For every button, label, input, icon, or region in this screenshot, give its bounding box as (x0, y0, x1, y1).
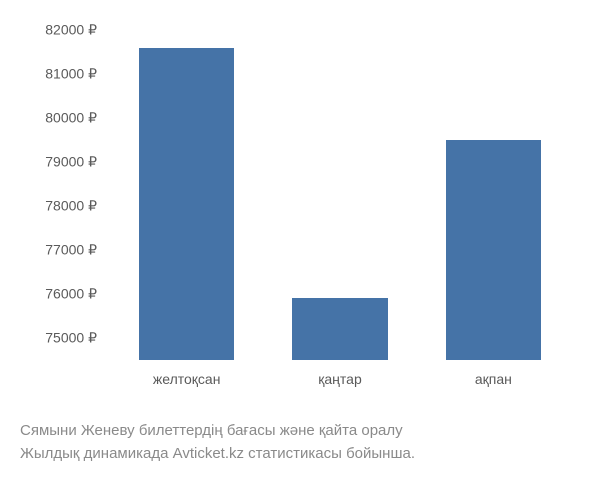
y-tick-label: 80000 ₽ (45, 110, 97, 127)
plot-area (110, 30, 570, 360)
chart-container: 75000 ₽ 76000 ₽ 77000 ₽ 78000 ₽ 79000 ₽ 80000… (20, 20, 580, 400)
y-tick-label: 78000 ₽ (45, 198, 97, 215)
bar (139, 48, 234, 360)
y-tick-label: 81000 ₽ (45, 66, 97, 83)
y-tick-label: 75000 ₽ (45, 330, 97, 347)
bar (446, 140, 541, 360)
y-tick-label: 82000 ₽ (45, 22, 97, 39)
x-tick-label: қаңтар (318, 371, 361, 387)
y-tick-label: 77000 ₽ (45, 242, 97, 259)
caption-line-2: Жылдық динамикада Avticket.kz статистика… (20, 443, 580, 466)
caption-line-1: Сямыни Женеву билеттердің бағасы және қа… (20, 420, 580, 443)
caption: Сямыни Женеву билеттердің бағасы және қа… (20, 420, 580, 465)
x-axis: желтоқсан қаңтар ақпан (110, 365, 570, 395)
y-tick-label: 79000 ₽ (45, 154, 97, 171)
y-axis: 75000 ₽ 76000 ₽ 77000 ₽ 78000 ₽ 79000 ₽ 80000… (20, 30, 105, 360)
x-tick-label: ақпан (475, 371, 512, 387)
bar (292, 298, 387, 360)
y-tick-label: 76000 ₽ (45, 286, 97, 303)
x-tick-label: желтоқсан (153, 371, 221, 387)
